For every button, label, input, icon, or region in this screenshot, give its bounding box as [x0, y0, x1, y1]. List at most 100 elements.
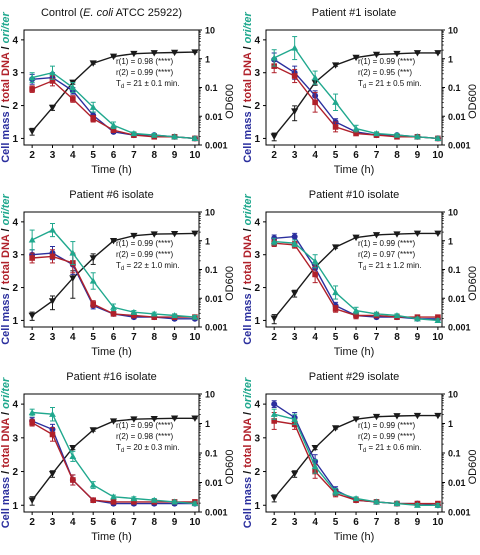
data-point-od600 [191, 49, 199, 56]
data-point-ori-ter [150, 131, 158, 138]
panel-title: Control (E. coli ATCC 25922) [41, 7, 182, 19]
annotation-td: Td = 20 ± 0.3 min. [116, 443, 180, 454]
ylabel-ori-ter: ori/ter [0, 193, 12, 225]
x-tick-label: 10 [432, 332, 444, 343]
x-tick-label: 8 [151, 517, 157, 528]
data-point-total-dna [271, 418, 277, 424]
y-left-tick-label: 1 [254, 316, 260, 327]
y-right-tick-label: 0.1 [205, 83, 218, 93]
td-value: = 21 ± 1.2 min. [366, 261, 421, 270]
y-left-tick-label: 3 [12, 433, 18, 444]
x-tick-label: 10 [189, 150, 201, 161]
ylabel-separator: / [0, 225, 12, 234]
data-point-total-dna [49, 78, 56, 84]
chart-panel-1: Control (E. coli ATCC 25922) 2 3 4 5 6 7 8 9 10 Ti… [0, 7, 236, 176]
series-ori-ter [28, 406, 199, 507]
series-od600 [28, 49, 199, 136]
x-tick-label: 9 [172, 150, 178, 161]
annotation-r2: r(2) = 0.99 (****) [358, 432, 415, 441]
data-point-ori-ter [49, 69, 56, 76]
td-value: = 21 ± 0.1 min. [124, 79, 179, 88]
y-right-tick-label: 10 [448, 390, 458, 400]
y-right-tick-label: 0.1 [448, 449, 461, 459]
data-point-od600 [372, 51, 381, 59]
y-right-axis-label: OD600 [467, 266, 479, 301]
data-point-ori-ter [434, 317, 442, 324]
data-point-total-dna [90, 301, 96, 307]
y-right-tick-label: 0.01 [205, 112, 223, 122]
data-point-od600 [48, 470, 57, 478]
data-point-total-dna [29, 86, 35, 92]
data-point-od600 [270, 315, 278, 322]
x-tick-label: 9 [415, 517, 421, 528]
data-point-od600 [150, 50, 158, 57]
annotation-r2: r(2) = 0.95 (***) [358, 68, 412, 77]
data-point-od600 [130, 232, 138, 240]
y-right-tick-label: 0.01 [448, 112, 466, 122]
x-tick-label: 2 [271, 332, 277, 343]
y-left-tick-label: 1 [12, 134, 18, 145]
data-point-od600 [28, 128, 36, 135]
title-text: Patient #6 isolate [69, 189, 153, 201]
x-tick-label: 7 [131, 332, 137, 343]
x-tick-label: 2 [29, 332, 35, 343]
y-left-axis-label: Cell mass / total DNA / ori/ter [242, 11, 254, 162]
x-axis-label: Time (h) [334, 346, 375, 358]
td-value: = 21 ± 0.5 min. [366, 79, 421, 88]
data-point-ori-ter [373, 498, 380, 505]
annotation-r1: r(1) = 0.98 (****) [116, 57, 173, 66]
annotation-td: Td = 21 ± 0.5 min. [358, 79, 422, 90]
x-tick-label: 4 [70, 150, 76, 161]
data-point-od600 [170, 49, 179, 57]
td-value: = 21 ± 0.6 min. [366, 443, 421, 452]
data-point-ori-ter [352, 495, 360, 502]
x-tick-label: 2 [271, 150, 277, 161]
data-point-ori-ter [270, 410, 278, 417]
x-tick-label: 4 [70, 517, 76, 528]
data-point-od600 [413, 230, 422, 238]
x-tick-label: 4 [70, 332, 76, 343]
ylabel-cell-mass: Cell mass [0, 477, 12, 528]
y-left-tick-label: 4 [12, 35, 18, 46]
title-text: Patient #16 isolate [66, 371, 157, 383]
x-tick-label: 6 [353, 150, 359, 161]
title-text: Patient #10 isolate [309, 189, 400, 201]
title-species: E. coli [83, 7, 114, 19]
y-left-tick-label: 3 [254, 433, 260, 444]
x-tick-label: 5 [90, 332, 96, 343]
data-point-total-dna [29, 255, 35, 261]
y-right-tick-label: 0.1 [205, 449, 218, 459]
data-point-ori-ter [171, 133, 178, 140]
ylabel-separator: / [242, 43, 254, 52]
data-point-ori-ter [373, 310, 380, 317]
td-subscript: d [121, 448, 124, 454]
y-left-axis-label: Cell mass / total DNA / ori/ter [0, 193, 12, 344]
data-point-od600 [393, 50, 401, 58]
x-tick-label: 4 [312, 517, 318, 528]
x-tick-label: 8 [394, 150, 400, 161]
series-od600 [28, 415, 199, 506]
td-symbol: T [116, 443, 121, 452]
data-point-ori-ter [69, 452, 77, 459]
data-point-od600 [130, 50, 138, 58]
x-tick-label: 7 [374, 517, 380, 528]
ylabel-separator: / [0, 409, 12, 418]
x-tick-label: 3 [50, 150, 56, 161]
y-left-tick-label: 4 [12, 217, 18, 228]
annotation-r2: r(2) = 0.97 (****) [358, 250, 415, 259]
data-point-od600 [130, 416, 138, 423]
data-point-od600 [270, 133, 278, 140]
x-tick-label: 7 [131, 517, 137, 528]
y-left-tick-label: 1 [254, 501, 260, 512]
ylabel-ori-ter: ori/ter [242, 377, 254, 409]
panel-title: Patient #6 isolate [69, 189, 153, 201]
data-point-total-dna [353, 130, 359, 137]
data-point-od600 [69, 275, 77, 282]
x-tick-label: 3 [50, 517, 56, 528]
data-point-od600 [191, 230, 199, 238]
x-tick-label: 9 [415, 150, 421, 161]
data-point-ori-ter [69, 84, 77, 91]
